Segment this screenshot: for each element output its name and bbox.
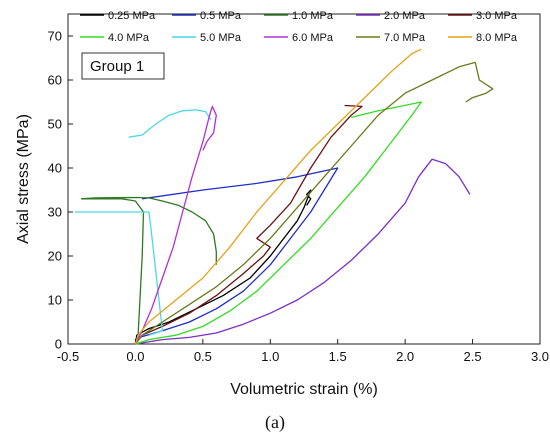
legend-label: 6.0 MPa (292, 32, 334, 44)
series-line-5 (135, 101, 422, 345)
x-tick-label: 2.0 (396, 349, 414, 364)
group-annotation-box (81, 52, 165, 80)
series-line-2 (80, 196, 217, 345)
series-line-3 (135, 158, 471, 345)
series-line-7 (128, 109, 212, 138)
legend-label: 8.0 MPa (476, 32, 518, 44)
figure-caption: (a) (265, 412, 285, 433)
legend: 0.25 MPa 0.5 MPa 1.0 MPa 2.0 MPa 3.0 MPa 4.0 … (80, 10, 518, 44)
series-line-6 (74, 211, 164, 336)
series-line-4 (134, 104, 363, 345)
series-line-1 (134, 167, 339, 345)
y-tick-label: 0 (55, 337, 62, 352)
series-line-10 (134, 48, 422, 345)
legend-label: 0.5 MPa (200, 10, 242, 22)
x-tick-label: 0.5 (194, 349, 212, 364)
y-tick-label: 70 (48, 29, 62, 44)
series-line-9 (134, 61, 494, 345)
legend-label: 2.0 MPa (384, 10, 426, 22)
legend-label: 5.0 MPa (200, 32, 242, 44)
group-annotation: Group 1 (81, 52, 165, 80)
x-tick-label: -0.5 (57, 349, 79, 364)
legend-label: 7.0 MPa (384, 32, 426, 44)
y-tick-label: 20 (48, 249, 62, 264)
x-tick-label: 0.0 (126, 349, 144, 364)
legend-label: 3.0 MPa (476, 10, 518, 22)
axis-ticks: -0.5 0.0 0.5 1.0 1.5 2.0 2.5 3.0 0 10 20 30 40 50 60 70 (48, 29, 550, 365)
series-line-0 (134, 189, 312, 345)
legend-label: 0.25 MPa (108, 10, 156, 22)
group-annotation-label: Group 1 (90, 58, 144, 75)
legend-label: 4.0 MPa (108, 32, 150, 44)
x-tick-label: 1.0 (261, 349, 279, 364)
x-tick-label: 3.0 (531, 349, 549, 364)
y-tick-label: 40 (48, 161, 62, 176)
x-tick-label: 1.5 (329, 349, 347, 364)
y-tick-label: 50 (48, 117, 62, 132)
y-axis-label: Axial stress (MPa) (15, 114, 32, 244)
legend-label: 1.0 MPa (292, 10, 334, 22)
x-tick-label: 2.5 (464, 349, 482, 364)
y-tick-label: 10 (48, 293, 62, 308)
y-tick-label: 60 (48, 73, 62, 88)
x-axis-label: Volumetric strain (%) (230, 381, 378, 398)
series-line-8 (134, 105, 217, 345)
plot-frame (67, 13, 541, 345)
series-lines (74, 48, 494, 345)
y-tick-label: 30 (48, 205, 62, 220)
